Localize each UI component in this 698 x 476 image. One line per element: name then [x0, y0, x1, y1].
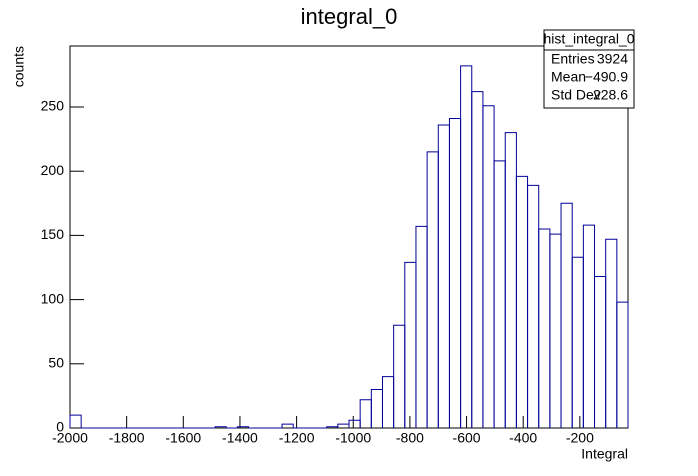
- x-axis-label: Integral: [581, 446, 628, 462]
- stats-value: 3924: [597, 51, 628, 67]
- x-tick-label: -1400: [222, 430, 258, 446]
- x-tick-label: -1600: [165, 430, 201, 446]
- stats-value: −490.9: [585, 69, 628, 85]
- bar: [616, 301, 629, 428]
- bar: [214, 426, 227, 428]
- y-tick-label: 150: [41, 226, 65, 242]
- x-tick-label: -1000: [335, 430, 371, 446]
- x-tick-label: -2000: [52, 430, 88, 446]
- stats-label: Entries: [551, 51, 595, 67]
- y-tick-label: 250: [41, 98, 65, 114]
- y-tick-label: 200: [41, 162, 65, 178]
- y-axis-label: counts: [11, 46, 27, 87]
- y-tick-label: 0: [56, 419, 64, 435]
- x-tick-label: -400: [509, 430, 537, 446]
- y-tick-label: 100: [41, 290, 65, 306]
- stats-label: Mean: [551, 69, 586, 85]
- stats-border: [543, 29, 635, 109]
- x-tick-label: -1200: [279, 430, 315, 446]
- stats-box: hist_integral_0 Entries 3924 Mean−490.9 Std…: [543, 29, 635, 109]
- x-tick-label: -800: [396, 430, 424, 446]
- bar: [69, 414, 82, 428]
- stats-title: hist_integral_0: [543, 31, 634, 47]
- x-tick-label: -1800: [109, 430, 145, 446]
- y-tick-label: 50: [48, 355, 64, 371]
- stats-value: 228.6: [593, 87, 628, 103]
- x-tick-label: -600: [453, 430, 481, 446]
- x-tick-label: -200: [566, 430, 594, 446]
- bar: [236, 426, 250, 428]
- chart-title: integral_0: [301, 4, 398, 29]
- stats-label: Std Dev: [551, 87, 601, 103]
- bar: [281, 423, 294, 428]
